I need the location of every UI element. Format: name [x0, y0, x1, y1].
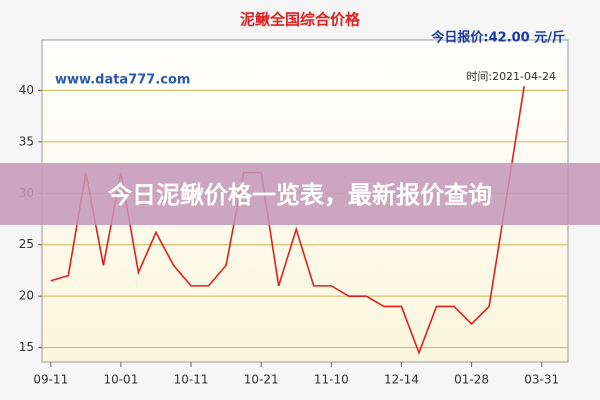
y-tick-label: 25: [19, 237, 34, 251]
y-tick-label: 20: [19, 289, 34, 303]
time-note: 时间:2021-04-24: [466, 70, 556, 83]
y-tick-label: 35: [19, 134, 34, 148]
x-tick-label: 10-21: [244, 373, 279, 387]
x-tick-label: 10-11: [174, 373, 209, 387]
x-tick-label: 03-31: [524, 373, 559, 387]
x-tick-label: 12-14: [384, 373, 419, 387]
x-tick-label: 01-28: [454, 373, 489, 387]
chart-title: 泥鳅全国综合价格: [240, 11, 361, 29]
x-tick-label: 09-11: [33, 373, 68, 387]
site-label: www.data777.com: [55, 73, 190, 88]
x-tick-label: 10-01: [103, 373, 138, 387]
y-tick-label: 15: [19, 340, 34, 354]
y-tick-label: 40: [19, 83, 34, 97]
banner: [0, 163, 600, 225]
price-note: 今日报价:42.00 元/斤: [430, 30, 565, 46]
banner-text: 今日泥鳅价格一览表，最新报价查询: [108, 181, 492, 209]
x-tick-label: 11-10: [314, 373, 349, 387]
